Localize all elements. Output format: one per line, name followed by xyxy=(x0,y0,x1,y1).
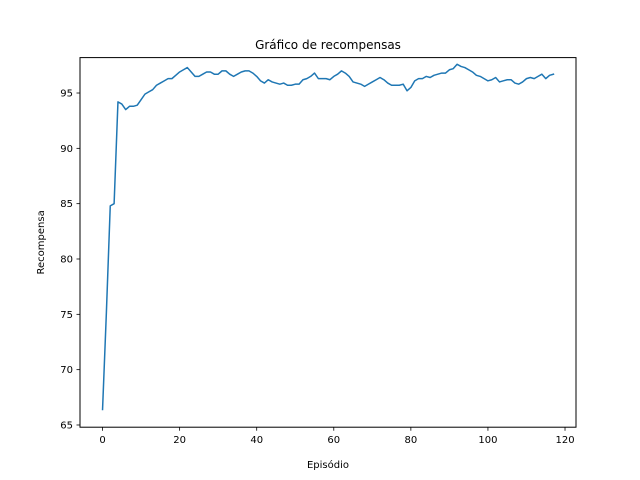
x-axis-label: Episódio xyxy=(307,459,349,471)
x-tick-label: 100 xyxy=(478,435,497,446)
chart-title: Gráfico de recompensas xyxy=(255,38,401,52)
x-tick-label: 60 xyxy=(327,435,340,446)
x-tick-label: 40 xyxy=(250,435,263,446)
x-axis-ticks: 0 20 40 60 80 100 120 xyxy=(99,427,575,446)
x-tick-label: 120 xyxy=(555,435,574,446)
y-tick-label: 90 xyxy=(60,144,73,155)
y-tick-label: 70 xyxy=(60,365,73,376)
y-tick-label: 65 xyxy=(60,420,73,431)
y-tick-label: 95 xyxy=(60,89,73,100)
y-tick-label: 75 xyxy=(60,310,73,321)
y-axis-label: Recompensa xyxy=(36,210,47,274)
x-tick-label: 0 xyxy=(99,435,105,446)
x-tick-label: 20 xyxy=(173,435,186,446)
series-group xyxy=(101,63,555,411)
series-line xyxy=(101,63,555,411)
y-tick-label: 80 xyxy=(60,254,73,265)
x-tick-label: 80 xyxy=(404,435,417,446)
y-tick-label: 85 xyxy=(60,199,73,210)
axes-frame xyxy=(79,57,577,428)
y-axis-ticks: 65 70 75 80 85 90 95 xyxy=(60,89,80,431)
plot-area xyxy=(79,57,577,428)
